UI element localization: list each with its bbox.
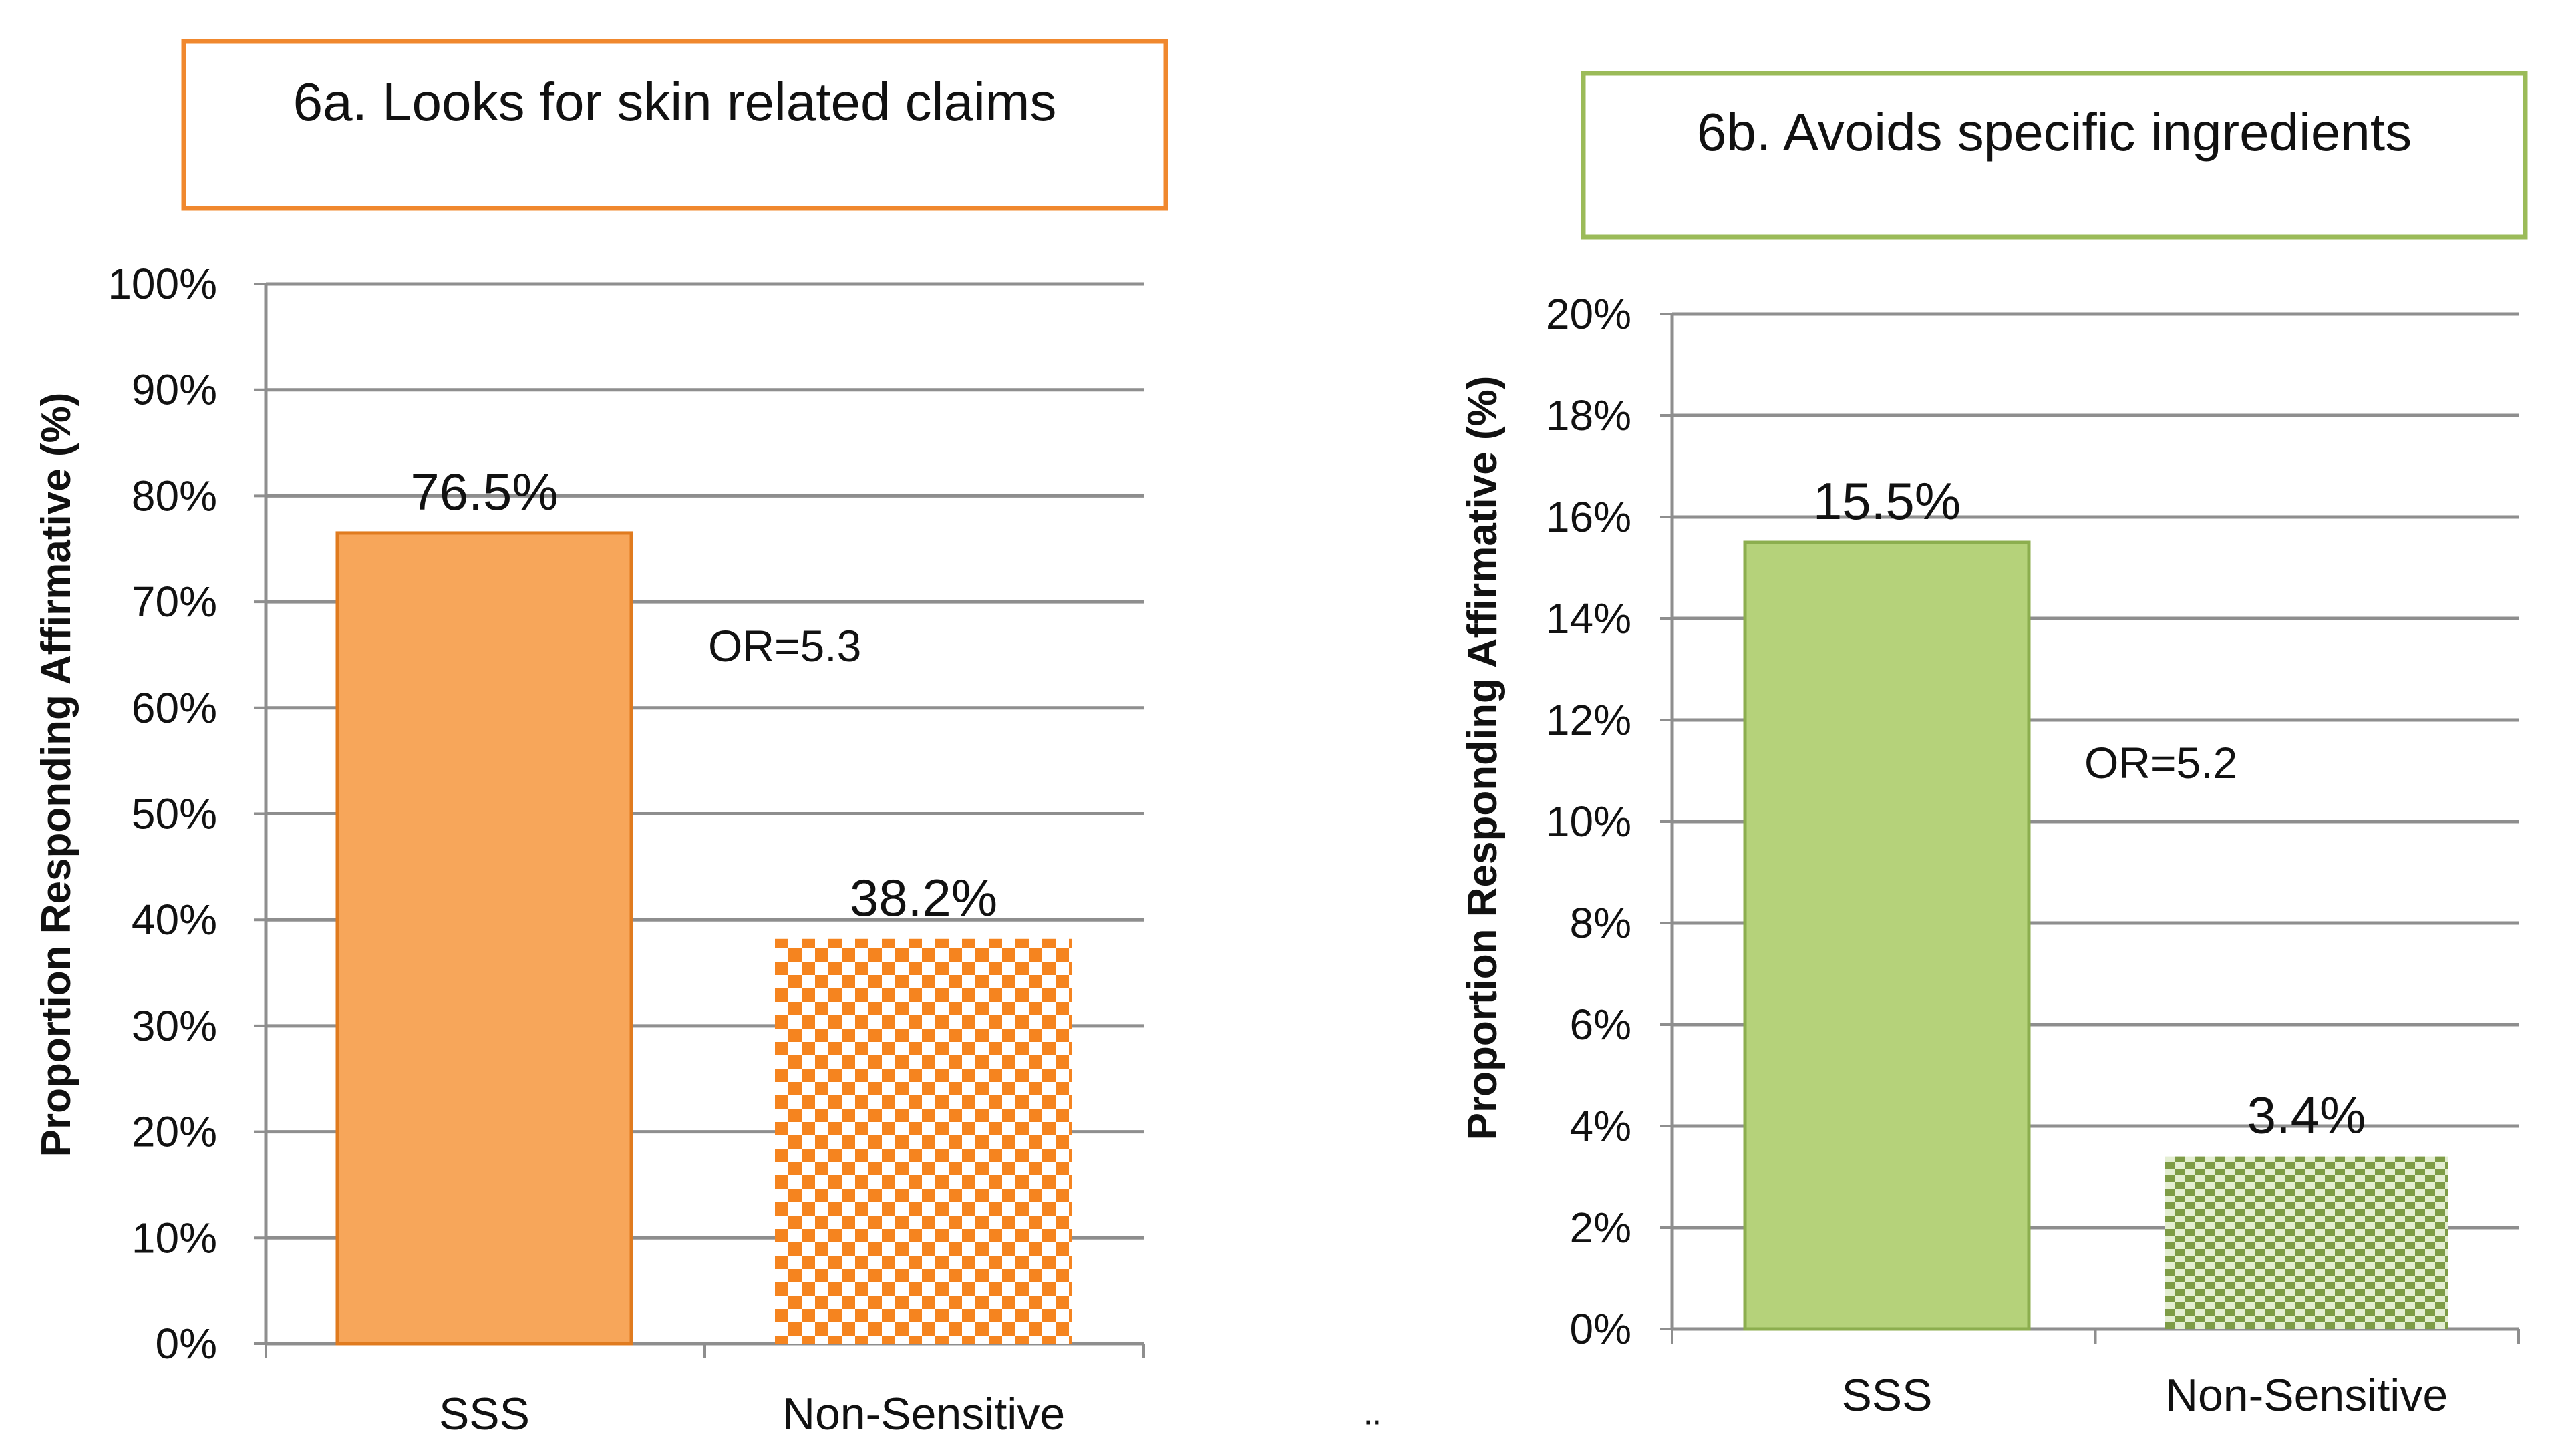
y-tick-label-6b-9: 18% [1546, 391, 1631, 439]
y-tick-label-6a-10: 100% [108, 260, 217, 308]
title-box-6a [181, 39, 1168, 211]
y-axis-label-6a: Proportion Responding Affirmative (%) [33, 393, 79, 1157]
x-category-label-6b-0: SSS [1841, 1370, 1932, 1421]
y-tick-label-6a-4: 40% [132, 896, 217, 944]
data-label-6a-0: 76.5% [410, 462, 558, 521]
y-tick-label-6b-4: 8% [1570, 899, 1632, 947]
y-tick-label-6b-7: 14% [1546, 594, 1631, 643]
y-tick-label-6b-8: 16% [1546, 493, 1631, 541]
chart-6b: 6b. Avoids specific ingredients Proporti… [1460, 71, 2528, 1421]
y-tick-label-6b-2: 4% [1570, 1102, 1632, 1150]
y-tick-label-6b-10: 20% [1546, 290, 1631, 338]
data-label-6b-1: 3.4% [2247, 1086, 2366, 1145]
bar-6a-0 [335, 531, 633, 1346]
y-tick-label-6b-1: 2% [1570, 1204, 1632, 1252]
bar-6b-0 [1743, 540, 2031, 1331]
y-tick-label-6a-2: 20% [132, 1108, 217, 1156]
y-tick-label-6a-6: 60% [132, 684, 217, 732]
bar-6a-1 [775, 938, 1072, 1344]
x-category-label-6b-1: Non-Sensitive [2165, 1370, 2448, 1421]
y-tick-label-6a-3: 30% [132, 1002, 217, 1050]
y-tick-label-6b-6: 12% [1546, 696, 1631, 744]
y-tick-label-6b-0: 0% [1570, 1305, 1632, 1353]
y-tick-label-6a-5: 50% [132, 790, 217, 838]
y-tick-label-6b-3: 6% [1570, 1000, 1632, 1049]
odds-ratio-annotation-6b: OR=5.2 [2084, 738, 2237, 787]
chart-6a: 6a. Looks for skin related claims Propor… [33, 39, 1168, 1439]
x-category-label-6a-0: SSS [439, 1389, 530, 1439]
x-category-label-6a-1: Non-Sensitive [782, 1389, 1065, 1439]
title-box-6b [1581, 71, 2528, 240]
y-tick-label-6a-7: 70% [132, 578, 217, 626]
y-axis-label-6b: Proportion Responding Affirmative (%) [1460, 376, 1506, 1141]
y-tick-label-6a-1: 10% [132, 1214, 217, 1262]
chart-title-6b: 6b. Avoids specific ingredients [1697, 102, 2412, 162]
y-tick-label-6a-0: 0% [156, 1320, 218, 1368]
y-tick-label-6b-5: 10% [1546, 797, 1631, 846]
stray-mark: ¨ [1366, 1411, 1380, 1456]
data-label-6a-1: 38.2% [850, 868, 997, 927]
chart-title-6a: 6a. Looks for skin related claims [293, 72, 1057, 132]
y-tick-label-6a-9: 90% [132, 366, 217, 414]
odds-ratio-annotation-6a: OR=5.3 [708, 621, 861, 671]
y-tick-label-6a-8: 80% [132, 472, 217, 520]
data-label-6b-0: 15.5% [1813, 472, 1961, 530]
bar-6b-1 [2165, 1156, 2448, 1329]
